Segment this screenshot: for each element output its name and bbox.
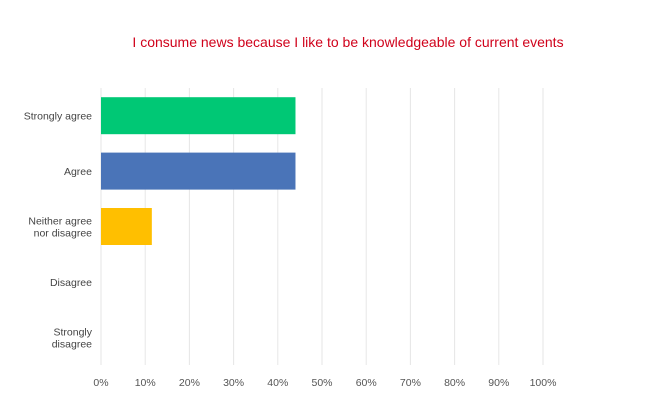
chart-title: I consume news because I like to be know… <box>132 34 563 50</box>
category-label: Strongly agree <box>24 111 92 123</box>
x-tick-label: 50% <box>311 377 332 389</box>
bars <box>101 97 296 245</box>
x-tick-label: 40% <box>267 377 288 389</box>
x-tick-label: 20% <box>179 377 200 389</box>
category-label: disagree <box>52 338 92 350</box>
x-tick-label: 80% <box>444 377 465 389</box>
x-tick-label: 30% <box>223 377 244 389</box>
category-label: Agree <box>64 166 92 178</box>
x-tick-labels: 0% 10% 20% 30% 40% 50% 60% 70% 80% 90% 100% <box>93 377 556 389</box>
bar <box>101 97 296 135</box>
category-label: Neither agree <box>28 216 92 228</box>
x-tick-label: 100% <box>530 377 557 389</box>
bar <box>101 152 296 190</box>
x-tick-label: 0% <box>93 377 108 389</box>
bar <box>101 208 152 245</box>
category-label: Disagree <box>50 277 92 289</box>
x-tick-label: 90% <box>488 377 509 389</box>
x-tick-label: 10% <box>135 377 156 389</box>
category-label: nor disagree <box>34 228 93 240</box>
category-label: Strongly <box>53 326 92 338</box>
x-tick-label: 60% <box>356 377 377 389</box>
x-tick-label: 70% <box>400 377 421 389</box>
